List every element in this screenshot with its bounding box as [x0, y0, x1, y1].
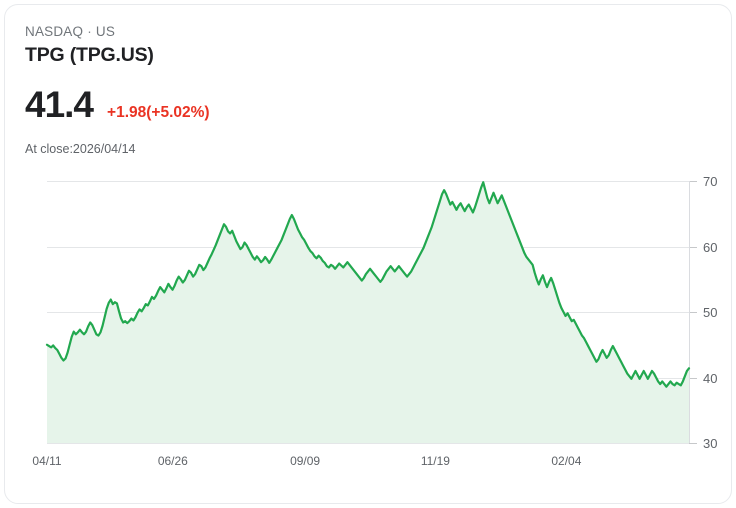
price-chart-svg[interactable]: 30 40 50 60 70 04/11 06/26 09/09 11/19 02/04	[5, 165, 732, 485]
price-row: 41.4 +1.98(+5.02%)	[25, 84, 210, 126]
exchange-row: NASDAQ · US	[25, 23, 711, 41]
price-change: +1.98(+5.02%)	[107, 104, 210, 121]
current-price: 41.4	[25, 84, 94, 125]
y-axis-tick-label: 50	[703, 305, 717, 320]
x-axis-tick-label: 11/19	[421, 454, 450, 468]
y-axis-tick-label: 70	[703, 174, 717, 189]
market-region: US	[95, 24, 116, 39]
x-axis-tick-label: 04/11	[32, 454, 61, 468]
x-axis-tick-label: 09/09	[290, 454, 320, 468]
price-area-fill	[47, 182, 689, 443]
price-line	[45, 181, 691, 388]
y-axis-tick-label: 40	[703, 371, 717, 386]
market-status-note: At close:2026/04/14	[25, 142, 136, 156]
x-axis-tick-label: 02/04	[551, 454, 581, 468]
y-axis-tick-label: 30	[703, 436, 717, 451]
exchange-name: NASDAQ	[25, 24, 84, 39]
price-chart[interactable]: 30 40 50 60 70 04/11 06/26 09/09 11/19 02/04	[5, 165, 732, 485]
quote-header: NASDAQ · US TPG (TPG.US)	[25, 23, 711, 68]
page-title: TPG (TPG.US)	[25, 44, 154, 66]
y-axis-tick-label: 60	[703, 240, 717, 255]
x-axis-tick-label: 06/26	[158, 454, 188, 468]
stock-quote-card: NASDAQ · US TPG (TPG.US) 41.4 +1.98(+5.02%…	[4, 4, 732, 504]
exchange-separator: ·	[87, 24, 92, 39]
